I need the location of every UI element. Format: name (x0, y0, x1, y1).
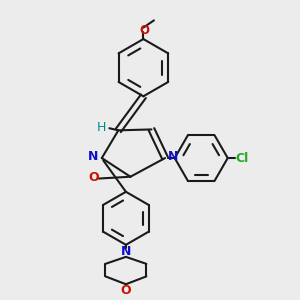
Text: N: N (168, 150, 179, 163)
Text: Cl: Cl (236, 152, 249, 165)
Text: N: N (88, 150, 98, 163)
Text: N: N (121, 245, 131, 258)
Text: O: O (139, 24, 149, 37)
Text: O: O (121, 284, 131, 297)
Text: H: H (97, 121, 106, 134)
Text: O: O (88, 170, 99, 184)
